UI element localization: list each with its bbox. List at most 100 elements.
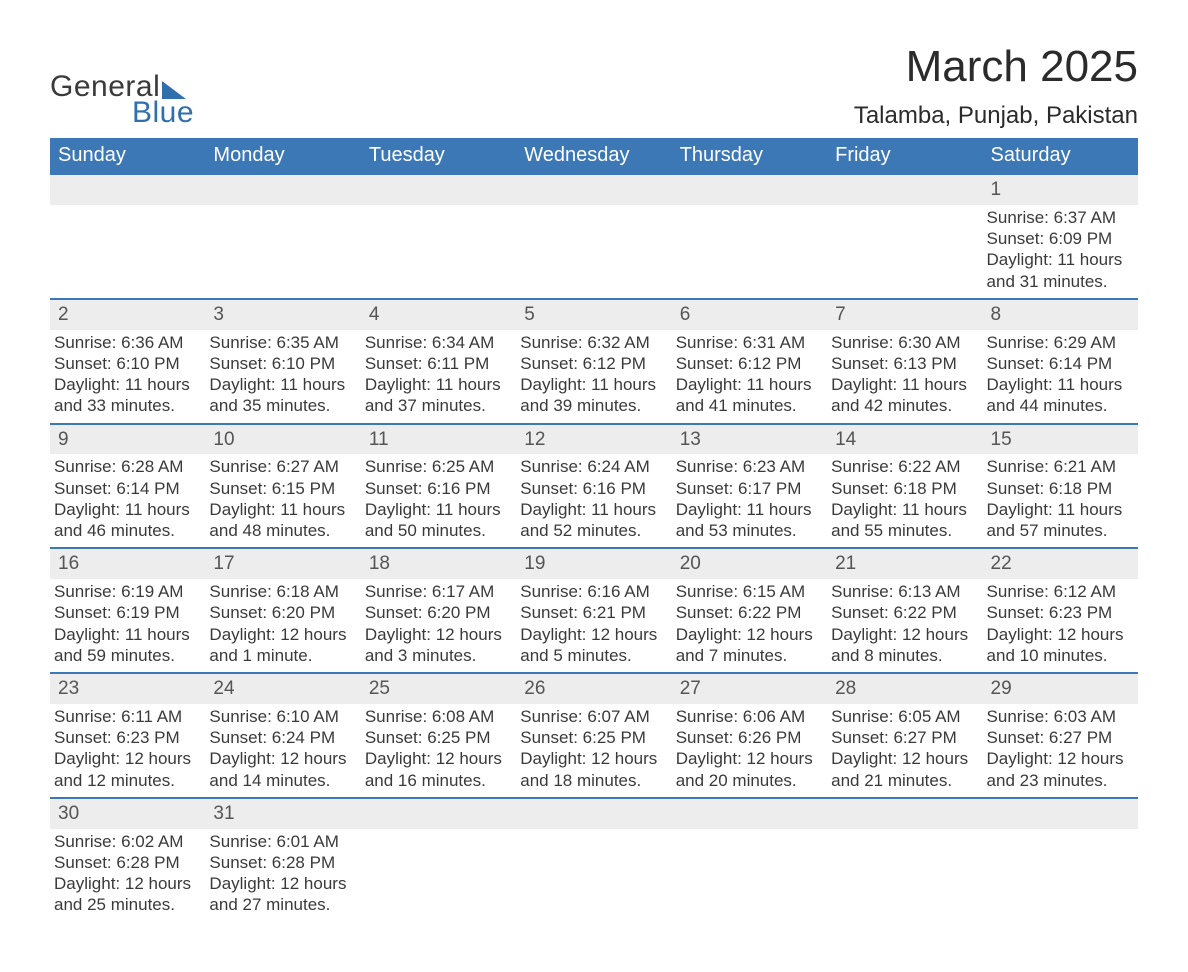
day-number: 24 — [205, 674, 360, 704]
sunrise-line: Sunrise: 6:01 AM — [209, 831, 356, 852]
day-number: 14 — [827, 425, 982, 455]
calendar-cell: 22Sunrise: 6:12 AMSunset: 6:23 PMDayligh… — [983, 548, 1138, 673]
day-number: 25 — [361, 674, 516, 704]
day-number — [983, 799, 1138, 829]
day-number — [50, 175, 205, 205]
daylight-line: Daylight: 12 hours and 5 minutes. — [520, 624, 667, 667]
sunset-line: Sunset: 6:27 PM — [987, 727, 1134, 748]
day-body: Sunrise: 6:02 AMSunset: 6:28 PMDaylight:… — [50, 829, 205, 922]
sunset-line: Sunset: 6:24 PM — [209, 727, 356, 748]
day-body: Sunrise: 6:37 AMSunset: 6:09 PMDaylight:… — [983, 205, 1138, 298]
day-number — [827, 175, 982, 205]
sunrise-line: Sunrise: 6:02 AM — [54, 831, 201, 852]
daylight-line: Daylight: 12 hours and 7 minutes. — [676, 624, 823, 667]
sunset-line: Sunset: 6:19 PM — [54, 602, 201, 623]
calendar-week-row: 1Sunrise: 6:37 AMSunset: 6:09 PMDaylight… — [50, 175, 1138, 299]
calendar-cell: 13Sunrise: 6:23 AMSunset: 6:17 PMDayligh… — [672, 424, 827, 549]
day-number: 15 — [983, 425, 1138, 455]
logo-text-2: Blue — [132, 96, 194, 130]
sunset-line: Sunset: 6:21 PM — [520, 602, 667, 623]
sunrise-line: Sunrise: 6:32 AM — [520, 332, 667, 353]
sunset-line: Sunset: 6:17 PM — [676, 478, 823, 499]
calendar-week-row: 23Sunrise: 6:11 AMSunset: 6:23 PMDayligh… — [50, 673, 1138, 798]
calendar-cell: 14Sunrise: 6:22 AMSunset: 6:18 PMDayligh… — [827, 424, 982, 549]
day-body — [50, 205, 205, 283]
sunrise-line: Sunrise: 6:28 AM — [54, 456, 201, 477]
daylight-line: Daylight: 12 hours and 27 minutes. — [209, 873, 356, 916]
day-number — [361, 799, 516, 829]
day-body: Sunrise: 6:11 AMSunset: 6:23 PMDaylight:… — [50, 704, 205, 797]
daylight-line: Daylight: 11 hours and 50 minutes. — [365, 499, 512, 542]
day-body: Sunrise: 6:32 AMSunset: 6:12 PMDaylight:… — [516, 330, 671, 423]
calendar-cell: 28Sunrise: 6:05 AMSunset: 6:27 PMDayligh… — [827, 673, 982, 798]
calendar-cell: 11Sunrise: 6:25 AMSunset: 6:16 PMDayligh… — [361, 424, 516, 549]
sunset-line: Sunset: 6:20 PM — [365, 602, 512, 623]
day-body: Sunrise: 6:21 AMSunset: 6:18 PMDaylight:… — [983, 454, 1138, 547]
col-friday: Friday — [827, 138, 982, 175]
calendar-cell: 1Sunrise: 6:37 AMSunset: 6:09 PMDaylight… — [983, 175, 1138, 299]
day-body: Sunrise: 6:22 AMSunset: 6:18 PMDaylight:… — [827, 454, 982, 547]
sunset-line: Sunset: 6:23 PM — [54, 727, 201, 748]
calendar-cell: 10Sunrise: 6:27 AMSunset: 6:15 PMDayligh… — [205, 424, 360, 549]
day-body — [361, 205, 516, 283]
daylight-line: Daylight: 11 hours and 59 minutes. — [54, 624, 201, 667]
day-body: Sunrise: 6:13 AMSunset: 6:22 PMDaylight:… — [827, 579, 982, 672]
daylight-line: Daylight: 11 hours and 55 minutes. — [831, 499, 978, 542]
day-number: 20 — [672, 549, 827, 579]
day-body: Sunrise: 6:12 AMSunset: 6:23 PMDaylight:… — [983, 579, 1138, 672]
day-number: 29 — [983, 674, 1138, 704]
calendar-cell: 7Sunrise: 6:30 AMSunset: 6:13 PMDaylight… — [827, 299, 982, 424]
calendar-cell — [205, 175, 360, 299]
daylight-line: Daylight: 11 hours and 48 minutes. — [209, 499, 356, 542]
col-saturday: Saturday — [983, 138, 1138, 175]
sunrise-line: Sunrise: 6:37 AM — [987, 207, 1134, 228]
daylight-line: Daylight: 11 hours and 42 minutes. — [831, 374, 978, 417]
daylight-line: Daylight: 11 hours and 35 minutes. — [209, 374, 356, 417]
calendar-cell — [361, 175, 516, 299]
logo: General Blue — [50, 30, 194, 130]
day-body: Sunrise: 6:27 AMSunset: 6:15 PMDaylight:… — [205, 454, 360, 547]
day-body — [516, 205, 671, 283]
sunrise-line: Sunrise: 6:25 AM — [365, 456, 512, 477]
sunset-line: Sunset: 6:27 PM — [831, 727, 978, 748]
sunset-line: Sunset: 6:23 PM — [987, 602, 1134, 623]
sunrise-line: Sunrise: 6:12 AM — [987, 581, 1134, 602]
day-number: 31 — [205, 799, 360, 829]
day-number: 10 — [205, 425, 360, 455]
calendar-cell: 26Sunrise: 6:07 AMSunset: 6:25 PMDayligh… — [516, 673, 671, 798]
daylight-line: Daylight: 11 hours and 39 minutes. — [520, 374, 667, 417]
calendar-cell: 18Sunrise: 6:17 AMSunset: 6:20 PMDayligh… — [361, 548, 516, 673]
sunset-line: Sunset: 6:20 PM — [209, 602, 356, 623]
calendar-cell — [516, 175, 671, 299]
day-body: Sunrise: 6:30 AMSunset: 6:13 PMDaylight:… — [827, 330, 982, 423]
calendar-cell: 31Sunrise: 6:01 AMSunset: 6:28 PMDayligh… — [205, 798, 360, 922]
day-number — [361, 175, 516, 205]
day-body — [205, 205, 360, 283]
day-number — [516, 799, 671, 829]
sunrise-line: Sunrise: 6:10 AM — [209, 706, 356, 727]
sunset-line: Sunset: 6:10 PM — [54, 353, 201, 374]
day-body: Sunrise: 6:01 AMSunset: 6:28 PMDaylight:… — [205, 829, 360, 922]
calendar-cell: 21Sunrise: 6:13 AMSunset: 6:22 PMDayligh… — [827, 548, 982, 673]
daylight-line: Daylight: 12 hours and 3 minutes. — [365, 624, 512, 667]
sunset-line: Sunset: 6:28 PM — [54, 852, 201, 873]
calendar-cell: 27Sunrise: 6:06 AMSunset: 6:26 PMDayligh… — [672, 673, 827, 798]
daylight-line: Daylight: 12 hours and 8 minutes. — [831, 624, 978, 667]
day-number: 22 — [983, 549, 1138, 579]
day-body: Sunrise: 6:18 AMSunset: 6:20 PMDaylight:… — [205, 579, 360, 672]
day-number: 17 — [205, 549, 360, 579]
calendar-week-row: 2Sunrise: 6:36 AMSunset: 6:10 PMDaylight… — [50, 299, 1138, 424]
calendar-cell: 15Sunrise: 6:21 AMSunset: 6:18 PMDayligh… — [983, 424, 1138, 549]
location-text: Talamba, Punjab, Pakistan — [854, 102, 1138, 130]
sunrise-line: Sunrise: 6:22 AM — [831, 456, 978, 477]
day-body — [827, 205, 982, 283]
sunrise-line: Sunrise: 6:17 AM — [365, 581, 512, 602]
daylight-line: Daylight: 11 hours and 33 minutes. — [54, 374, 201, 417]
sunset-line: Sunset: 6:14 PM — [987, 353, 1134, 374]
calendar-cell: 6Sunrise: 6:31 AMSunset: 6:12 PMDaylight… — [672, 299, 827, 424]
day-body: Sunrise: 6:31 AMSunset: 6:12 PMDaylight:… — [672, 330, 827, 423]
calendar-cell — [983, 798, 1138, 922]
sunset-line: Sunset: 6:11 PM — [365, 353, 512, 374]
sunrise-line: Sunrise: 6:23 AM — [676, 456, 823, 477]
daylight-line: Daylight: 11 hours and 31 minutes. — [987, 249, 1134, 292]
